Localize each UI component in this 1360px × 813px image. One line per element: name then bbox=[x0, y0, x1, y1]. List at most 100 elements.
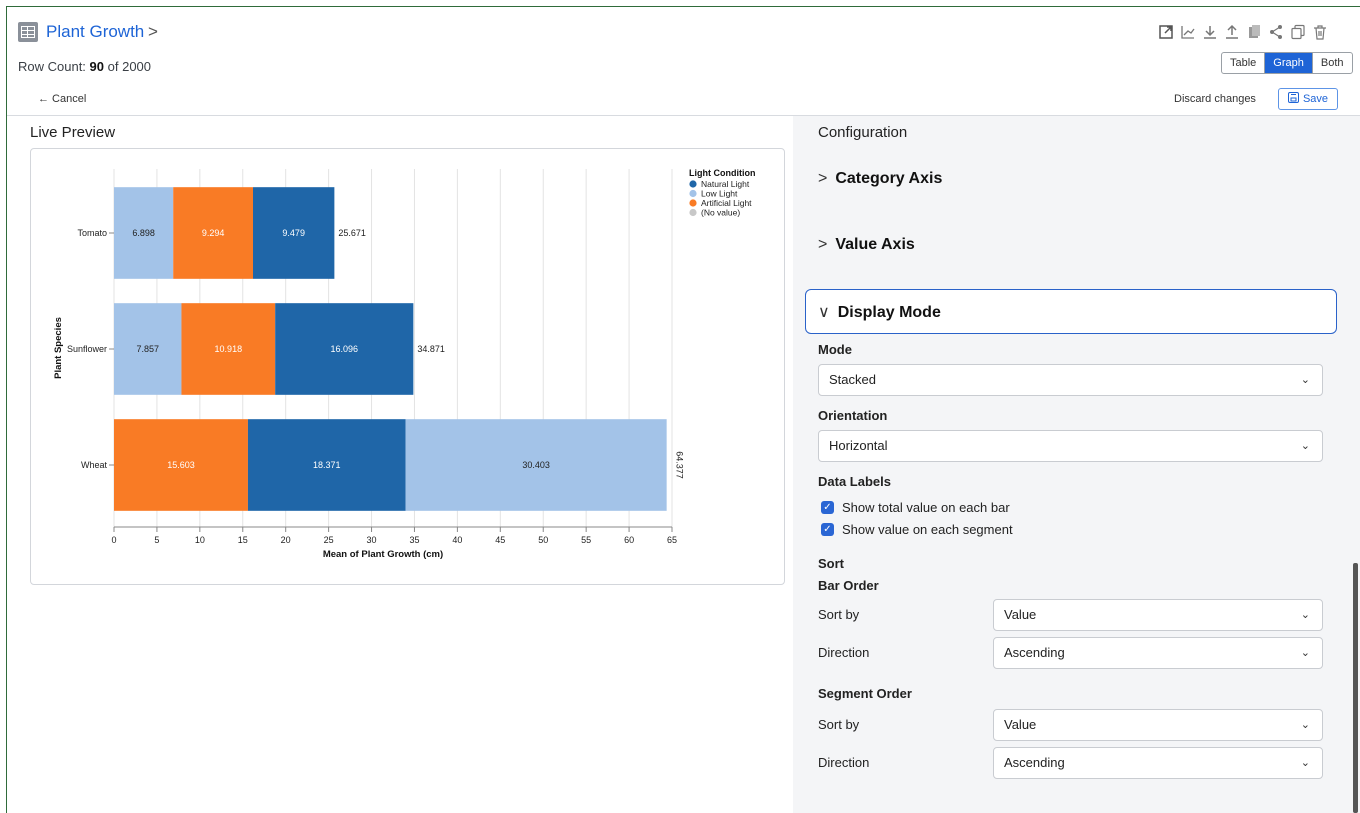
x-tick-label: 5 bbox=[154, 535, 159, 545]
category-label: Sunflower bbox=[67, 344, 107, 354]
legend-swatch bbox=[689, 189, 697, 198]
discard-changes-button[interactable]: Discard changes bbox=[1174, 93, 1256, 105]
x-tick-label: 30 bbox=[367, 535, 377, 545]
header-divider bbox=[7, 115, 1360, 116]
bar-sort-by-label: Sort by bbox=[818, 607, 860, 622]
bar-segment bbox=[405, 419, 667, 511]
bar-segment bbox=[173, 187, 254, 279]
segment-direction-select[interactable]: Ascending ⌄ bbox=[993, 747, 1323, 779]
save-button[interactable]: Save bbox=[1278, 88, 1338, 110]
chevron-down-icon: ⌄ bbox=[1300, 719, 1310, 731]
checkmark-icon: ✓ bbox=[821, 523, 834, 536]
chart-icon[interactable] bbox=[1180, 24, 1196, 40]
display-mode-header[interactable]: ∨ Display Mode bbox=[818, 304, 941, 321]
total-label: 34.871 bbox=[417, 344, 445, 354]
segment-direction-label: Direction bbox=[818, 755, 870, 770]
configuration-panel bbox=[793, 116, 1360, 813]
x-tick-label: 20 bbox=[281, 535, 291, 545]
window-frame bbox=[6, 6, 1360, 813]
trash-icon[interactable] bbox=[1312, 24, 1328, 40]
segment-label: 18.371 bbox=[313, 460, 341, 470]
bar-chart: 0 5 10 15 20 25 30 35 40 45 50 55 60 65 Mean of Plant … bbox=[53, 168, 755, 560]
legend-label: Low Light bbox=[701, 189, 738, 199]
x-tick-label: 65 bbox=[667, 535, 677, 545]
x-tick-label: 60 bbox=[624, 535, 634, 545]
view-graph-button[interactable]: Graph bbox=[1265, 53, 1313, 73]
toolbar bbox=[1158, 24, 1328, 40]
show-total-checkbox[interactable]: ✓ Show total value on each bar bbox=[821, 500, 1010, 515]
page-title[interactable]: Plant Growth bbox=[46, 22, 145, 41]
x-tick-label: 25 bbox=[324, 535, 334, 545]
mode-label: Mode bbox=[818, 342, 852, 357]
bar-segment bbox=[114, 303, 182, 395]
legend-swatch bbox=[689, 208, 697, 217]
open-external-icon[interactable] bbox=[1158, 24, 1174, 40]
category-label: Tomato bbox=[77, 228, 107, 238]
bar-segment bbox=[247, 419, 406, 511]
bar-segment bbox=[275, 303, 414, 395]
bar-segment bbox=[114, 187, 174, 279]
scrollbar[interactable] bbox=[1353, 563, 1358, 813]
segment-label: 9.294 bbox=[202, 228, 225, 238]
x-tick-label: 15 bbox=[238, 535, 248, 545]
bar-segment bbox=[181, 303, 276, 395]
chevron-down-icon: ⌄ bbox=[1300, 647, 1310, 659]
bar-direction-label: Direction bbox=[818, 645, 870, 660]
bar-direction-select[interactable]: Ascending ⌄ bbox=[993, 637, 1323, 669]
chevron-down-icon: ⌄ bbox=[1300, 440, 1310, 452]
live-preview-title: Live Preview bbox=[30, 124, 116, 141]
legend-label: (No value) bbox=[701, 208, 740, 218]
segment-label: 15.603 bbox=[167, 460, 195, 470]
legend-swatch bbox=[689, 199, 697, 207]
legend-title: Light Condition bbox=[689, 168, 755, 178]
segment-order-label: Segment Order bbox=[818, 686, 912, 701]
view-both-button[interactable]: Both bbox=[1320, 57, 1344, 69]
copy-icon[interactable] bbox=[1290, 24, 1306, 40]
x-tick-label: 0 bbox=[111, 535, 116, 545]
show-segment-checkbox[interactable]: ✓ Show value on each segment bbox=[821, 522, 1013, 537]
segment-label: 7.857 bbox=[136, 344, 159, 354]
view-table-button[interactable]: Table bbox=[1222, 53, 1266, 73]
segment-sort-by-label: Sort by bbox=[818, 717, 860, 732]
chevron-right-icon: > bbox=[818, 236, 828, 253]
sort-label: Sort bbox=[818, 556, 844, 571]
row-count: Row Count: 90 of 2000 bbox=[18, 59, 152, 74]
total-label: 25.671 bbox=[338, 228, 366, 238]
x-tick-label: 40 bbox=[452, 535, 462, 545]
bar-order-label: Bar Order bbox=[818, 578, 879, 593]
chevron-down-icon: ⌄ bbox=[1300, 609, 1310, 621]
legend-label: Artificial Light bbox=[701, 198, 752, 208]
download-icon[interactable] bbox=[1202, 24, 1218, 40]
cancel-link[interactable]: ← Cancel bbox=[38, 93, 87, 105]
bar-sort-by-select[interactable]: Value ⌄ bbox=[993, 599, 1323, 631]
segment-label: 9.479 bbox=[282, 228, 305, 238]
segment-label: 10.918 bbox=[215, 344, 243, 354]
total-label: 64.377 bbox=[675, 451, 685, 479]
category-axis-section[interactable]: > Category Axis bbox=[818, 170, 943, 187]
chevron-down-icon: ⌄ bbox=[1300, 374, 1310, 386]
segment-label: 30.403 bbox=[522, 460, 550, 470]
bar-segment bbox=[114, 419, 248, 511]
checkmark-icon: ✓ bbox=[821, 501, 834, 514]
title-chevron-icon[interactable]: > bbox=[148, 22, 158, 41]
data-labels-label: Data Labels bbox=[818, 474, 891, 489]
orientation-label: Orientation bbox=[818, 408, 888, 423]
chevron-down-icon: ⌄ bbox=[1300, 757, 1310, 769]
orientation-select[interactable]: Horizontal ⌄ bbox=[818, 430, 1323, 462]
bar-segment bbox=[253, 187, 335, 279]
table-icon bbox=[18, 22, 38, 42]
upload-icon[interactable] bbox=[1224, 24, 1240, 40]
share-icon[interactable] bbox=[1268, 24, 1284, 40]
save-icon bbox=[1287, 92, 1299, 103]
clipboard-icon[interactable] bbox=[1246, 24, 1262, 40]
segment-label: 16.096 bbox=[330, 344, 358, 354]
y-axis-title: Plant Species bbox=[53, 317, 64, 379]
x-tick-label: 55 bbox=[581, 535, 591, 545]
x-tick-label: 10 bbox=[195, 535, 205, 545]
mode-select[interactable]: Stacked ⌄ bbox=[818, 364, 1323, 396]
x-tick-label: 50 bbox=[538, 535, 548, 545]
segment-sort-by-select[interactable]: Value ⌄ bbox=[993, 709, 1323, 741]
x-tick-label: 45 bbox=[495, 535, 505, 545]
value-axis-section[interactable]: > Value Axis bbox=[818, 236, 915, 253]
display-mode-section[interactable] bbox=[805, 289, 1337, 334]
